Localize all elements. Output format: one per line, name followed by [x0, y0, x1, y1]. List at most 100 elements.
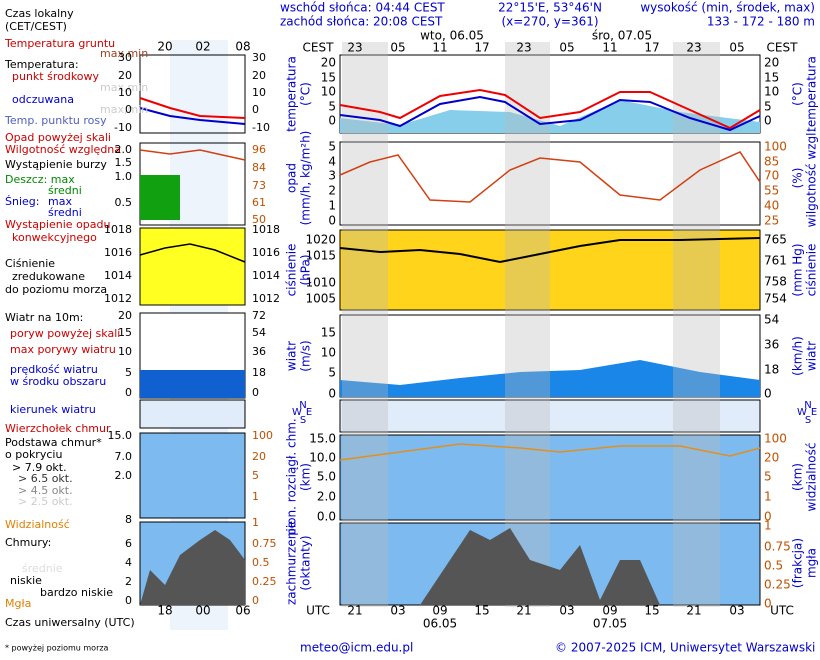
time-label: 09 — [602, 604, 617, 618]
legend-text: max — [48, 195, 72, 208]
axis-title: pion. rozciągł. chm. — [285, 418, 299, 536]
label: E — [306, 407, 312, 418]
label: 06.05 — [423, 617, 457, 631]
tick-label: 0 — [252, 594, 259, 607]
label: 22°15'E, 53°46'N — [498, 1, 602, 15]
tick-label: 765 — [764, 233, 787, 247]
tick-label: 36 — [252, 345, 266, 358]
tick-label: 5 — [328, 140, 336, 154]
legend-text: Temp. punktu rosy — [4, 114, 107, 127]
label: 07.05 — [593, 617, 627, 631]
tick-label: -10 — [252, 121, 270, 134]
tick-label: 5 — [328, 366, 336, 380]
legend-text: do poziomu morza — [5, 283, 107, 296]
tick-label: 3 — [328, 169, 336, 183]
tick-label: 0.75 — [252, 537, 277, 550]
legend-text: punkt środkowy — [12, 70, 100, 83]
legend-text: max,min — [100, 81, 148, 94]
legend-text: niskie — [10, 574, 42, 587]
tick-label: 96 — [252, 143, 266, 156]
time-label: 09 — [432, 604, 447, 618]
tick-label: 1 — [764, 490, 772, 504]
axis-title: mgła — [805, 548, 819, 578]
tick-label: 15.0 — [108, 429, 133, 442]
legend-text: > 4.5 okt. — [18, 484, 73, 497]
tick-label: 2.0 — [115, 469, 133, 482]
time-label: 03 — [390, 604, 405, 618]
tick-label: 0 — [125, 386, 132, 399]
tick-label: 1005 — [305, 292, 336, 306]
pressure-line — [339, 237, 761, 264]
cloud-shape — [340, 528, 760, 605]
tick-label: 50 — [252, 213, 266, 226]
axis-title: (mm Hg) — [791, 243, 805, 296]
tick-label: 0 — [764, 387, 772, 401]
axis-title: temperatura — [285, 56, 299, 132]
tick-label: 73 — [252, 179, 266, 192]
humidity-line — [339, 151, 761, 203]
legend-text: Śnieg: — [5, 195, 39, 208]
axis-title: (km/h) — [791, 336, 805, 376]
panel — [139, 399, 246, 429]
axis-title: (°C) — [299, 82, 313, 106]
pressure-line — [139, 243, 246, 263]
label: S — [300, 415, 306, 426]
label: E — [811, 407, 817, 418]
legend-text: Deszcz: max — [5, 173, 75, 186]
label: wschód słońca: 04:44 CEST — [280, 1, 445, 15]
legend-text: max,min — [100, 103, 148, 116]
panel — [139, 54, 246, 134]
legend-text: (CET/CEST) — [5, 20, 67, 33]
panel — [139, 227, 246, 306]
tick-label: 20 — [252, 450, 266, 463]
cloud-shape — [140, 530, 245, 605]
legend-text: Czas uniwersalny (UTC) — [5, 616, 135, 629]
tick-label: 30 — [118, 51, 132, 64]
tick-label: 1015 — [305, 249, 336, 263]
tick-label: 20 — [118, 309, 132, 322]
time-label: CEST — [303, 41, 335, 55]
label: 20 — [157, 40, 172, 54]
axis-title: (°C) — [791, 82, 805, 106]
legend-text: Wierzchołek chmur — [5, 422, 111, 435]
label: N — [804, 400, 811, 411]
tick-label: 18 — [764, 363, 779, 377]
tick-label: 7.0 — [115, 450, 133, 463]
legend-text: Widzialność — [5, 518, 70, 531]
tick-label: 758 — [764, 275, 787, 289]
legend-text: Temperatura: — [4, 58, 79, 71]
legend-text: Opad powyżej skali — [5, 131, 111, 144]
legend-text: Podstawa chmur* — [5, 436, 102, 449]
legend-text: Temperatura gruntu — [4, 37, 115, 50]
tick-label: 30 — [252, 51, 266, 64]
legend-text: Wiatr na 10m: — [5, 311, 83, 324]
tick-label: 10 — [321, 346, 336, 360]
axis-title: (km) — [791, 463, 805, 491]
label: 06 — [235, 604, 250, 618]
label: © 2007-2025 ICM, Uniwersytet Warszawski — [555, 641, 815, 655]
axis-title: opad — [285, 163, 299, 193]
label: 08 — [235, 40, 250, 54]
tick-label: 10 — [252, 86, 266, 99]
time-label: 11 — [432, 41, 447, 55]
legend-text: o pokryciu — [5, 448, 62, 461]
legend-text: > 2.5 okt. — [18, 495, 73, 508]
time-label: 03 — [729, 604, 744, 618]
tick-label: 6 — [125, 537, 132, 550]
legend-text: max min — [100, 47, 148, 60]
tick-label: 1012 — [252, 292, 280, 305]
tick-label: 0 — [764, 114, 772, 128]
label: * powyżej poziomu morza — [5, 644, 109, 653]
tick-label: 10.0 — [309, 451, 336, 465]
axis-title: ciśnienie — [805, 244, 819, 297]
tick-label: 61 — [252, 196, 266, 209]
tick-label: 0 — [252, 386, 259, 399]
temp-line — [139, 97, 246, 119]
legend-text: prędkość wiatru — [10, 363, 98, 376]
humidity-line — [139, 149, 246, 161]
label: W — [292, 407, 302, 418]
rain-bar — [140, 175, 180, 220]
legend-text: > 7.9 okt. — [12, 461, 67, 474]
legend-text: średni — [48, 184, 82, 197]
